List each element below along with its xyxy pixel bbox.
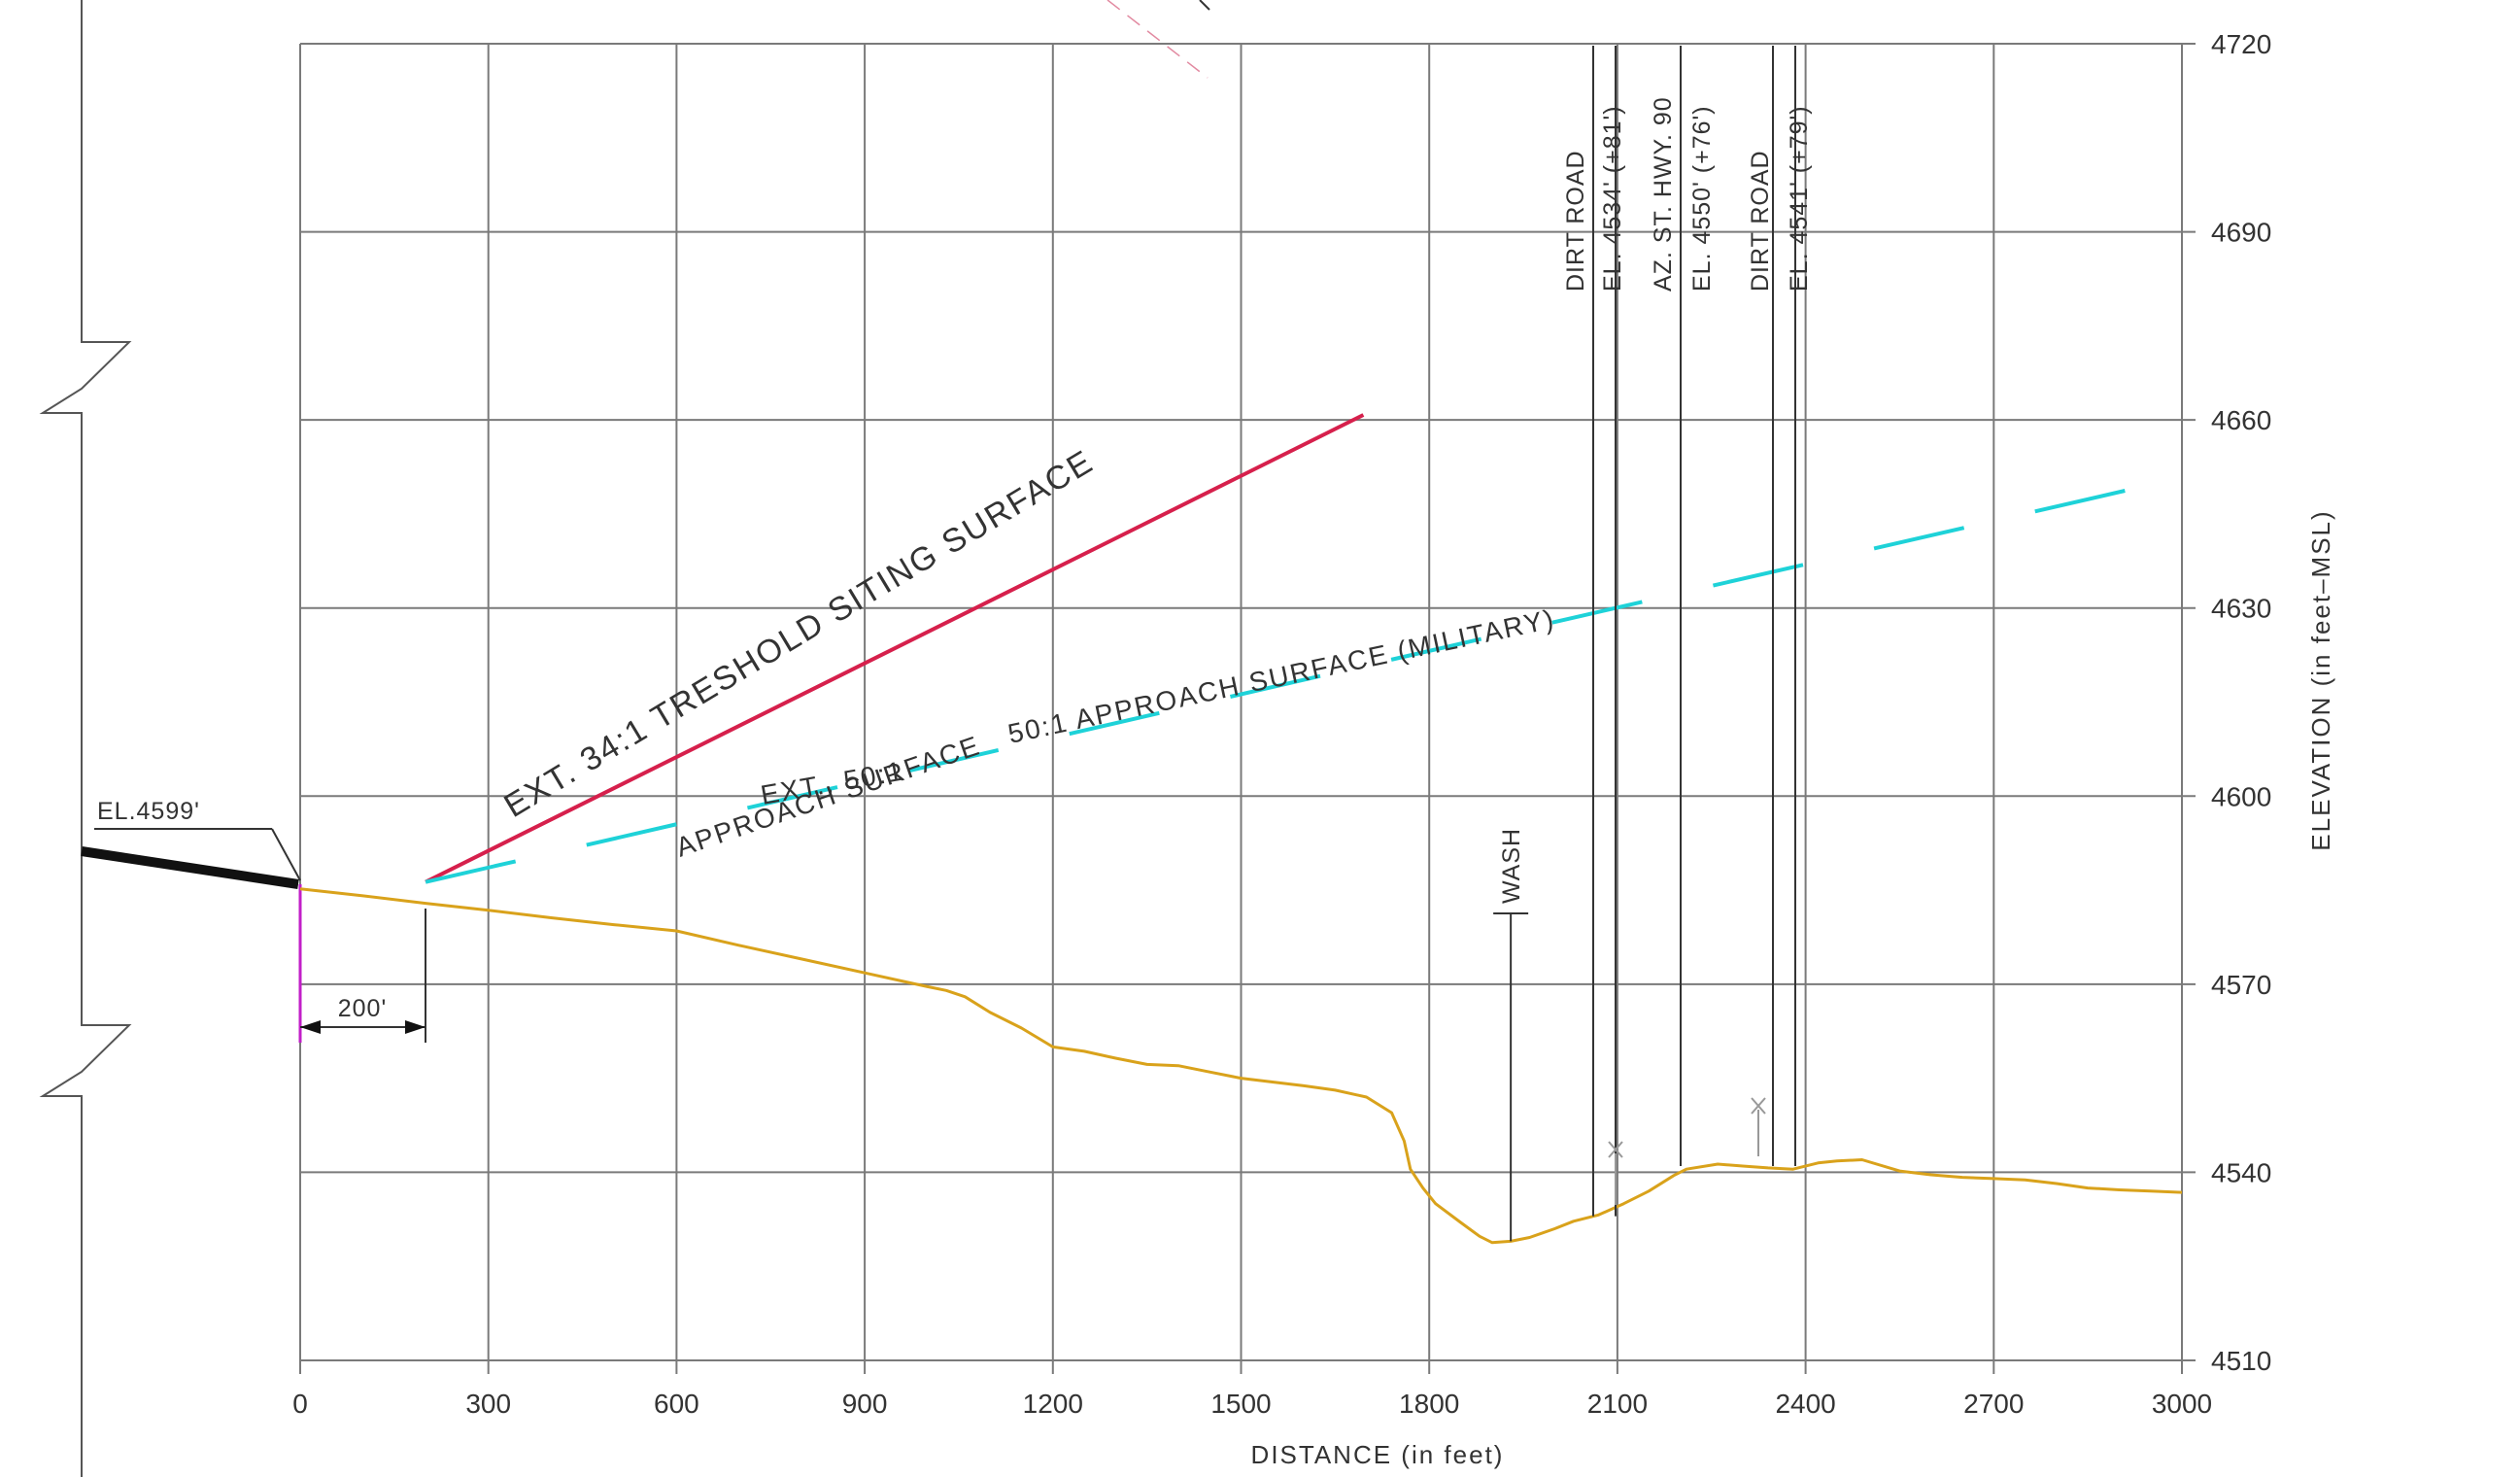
y-axis-title: ELEVATION (in feet–MSL) [2306, 509, 2335, 850]
threshold-surface-label: EXT. 34:1 TRESHOLD SITING SURFACE [498, 443, 1101, 825]
threshold-surface-line [425, 413, 1365, 884]
x-tick-label: 300 [465, 1389, 511, 1419]
feature-label: DIRT ROAD [1747, 150, 1774, 292]
ground-profile-line [299, 887, 2183, 1245]
y-tick-label: 4720 [2211, 29, 2271, 59]
x-tick-label: 0 [292, 1389, 308, 1419]
runway-elevation-label: EL.4599' [97, 798, 200, 825]
x-tick-label: 1500 [1210, 1389, 1271, 1419]
runway-surface [81, 846, 299, 889]
y-tick-label: 4660 [2211, 405, 2271, 435]
x-axis-title: DISTANCE (in feet) [1251, 1440, 1505, 1469]
feature-label: EL. 4550' (+76') [1688, 105, 1716, 292]
offscreen-tick-fragment [1199, 0, 1210, 11]
offset-dimension: 200' [300, 909, 426, 1043]
y-tick-label: 4510 [2211, 1346, 2271, 1376]
x-tick-label: 3000 [2152, 1389, 2212, 1419]
runway-elevation-annotation: EL.4599' [94, 798, 301, 881]
obstruction-mark [1608, 1141, 1623, 1158]
feature-annotations: WASH DIRT ROAD EL. 4534' (+81') AZ. ST. HWY… [1493, 46, 1813, 1242]
y-tick-label: 4540 [2211, 1157, 2271, 1187]
x-tick-label: 1800 [1399, 1389, 1459, 1419]
approach-military-label: 50:1 APPROACH SURFACE (MILITARY) [1005, 603, 1558, 749]
offscreen-dashed-fragment [1107, 0, 1209, 79]
y-tick-label: 4600 [2211, 781, 2271, 811]
feature-label: AZ. ST. HWY. 90 [1650, 96, 1677, 292]
series-group [299, 413, 2183, 1245]
y-tick-label: 4690 [2211, 218, 2271, 248]
wash-label: WASH [1498, 828, 1525, 904]
x-tick-label: 2700 [1963, 1389, 2024, 1419]
grid [299, 43, 2196, 1374]
feature-label: DIRT ROAD [1562, 150, 1589, 292]
tick-labels: 0 300 600 900 1200 1500 1800 2100 2400 2700 3000 45… [292, 29, 2271, 1419]
y-tick-label: 4570 [2211, 970, 2271, 1000]
x-tick-label: 900 [842, 1389, 888, 1419]
offset-dimension-label: 200' [338, 995, 387, 1022]
y-tick-label: 4630 [2211, 594, 2271, 624]
x-tick-label: 1200 [1023, 1389, 1083, 1419]
approach-surface-line [425, 475, 2183, 884]
feature-label: EL. 4541' (+79') [1786, 105, 1813, 292]
x-tick-label: 600 [654, 1389, 699, 1419]
x-tick-label: 2100 [1587, 1389, 1648, 1419]
x-tick-label: 2400 [1775, 1389, 1835, 1419]
obstruction-mark [1751, 1097, 1766, 1115]
feature-label: EL. 4534' (+81') [1599, 105, 1626, 292]
break-line [39, 0, 132, 1477]
